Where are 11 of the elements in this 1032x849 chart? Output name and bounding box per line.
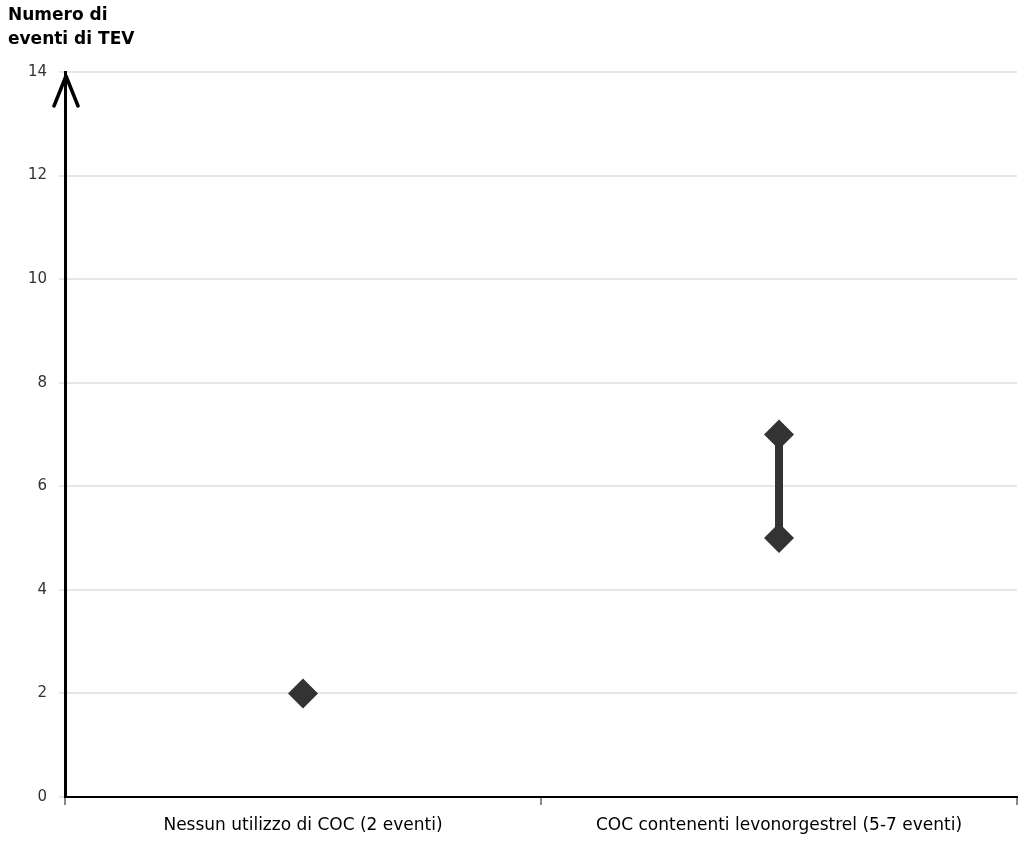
y-tick-label: 4 [37,579,47,598]
y-tick-label: 14 [27,61,47,80]
y-tick-label: 0 [37,786,47,805]
x-tick-label: COC contenenti levonorgestrel (5-7 eventi) [595,813,963,834]
y-tick-label: 6 [37,476,47,495]
y-tick-label: 12 [27,165,47,184]
y-tick-label: 8 [37,372,47,391]
y-axis-title: Numero di eventi di TEV [8,3,135,50]
x-tick-label: Nessun utilizzo di COC (2 eventi) [163,813,443,834]
y-tick-label: 2 [37,683,47,702]
y-tick-label: 10 [27,269,47,288]
